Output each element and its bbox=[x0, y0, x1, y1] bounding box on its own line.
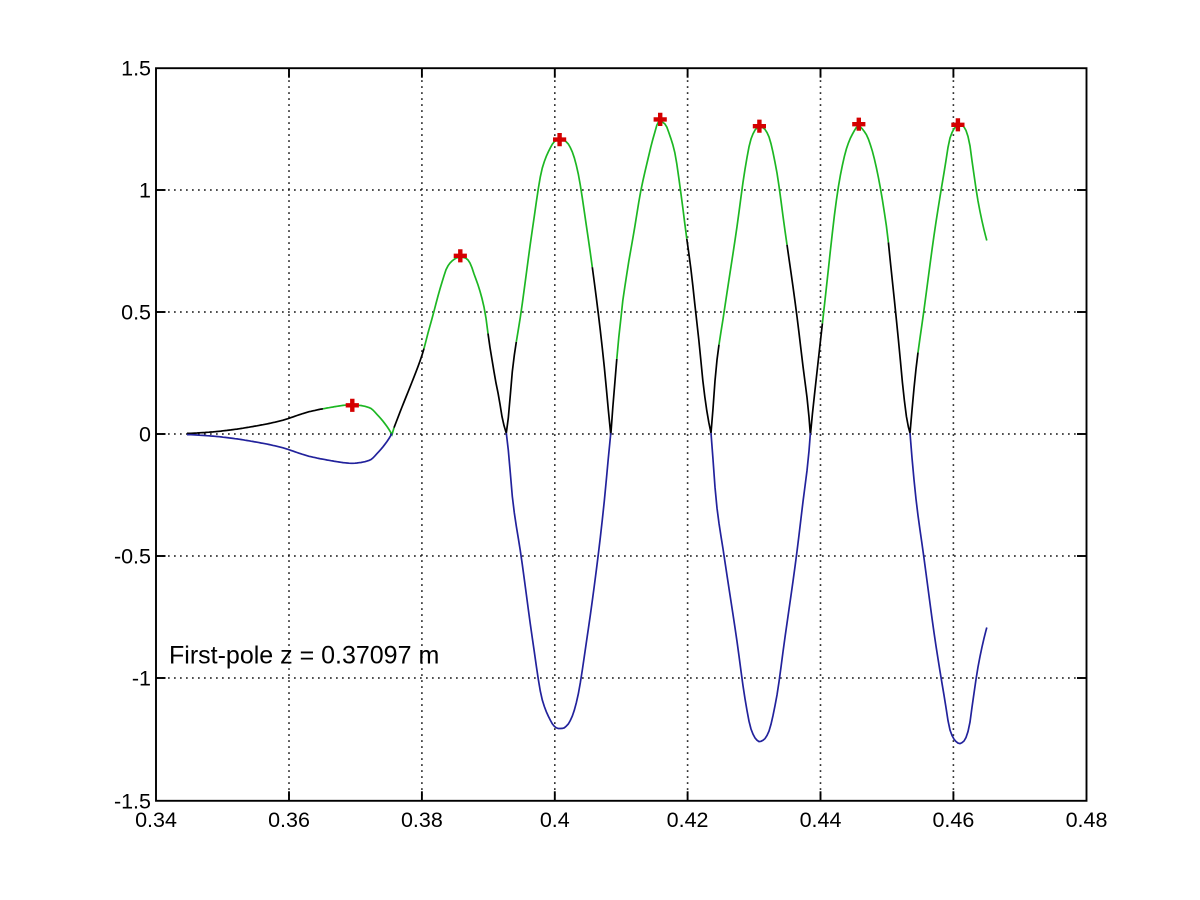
svg-text:1: 1 bbox=[139, 179, 151, 203]
svg-text:0.38: 0.38 bbox=[401, 808, 443, 832]
svg-text:First-pole z = 0.37097 m: First-pole z = 0.37097 m bbox=[169, 642, 439, 670]
svg-text:-0.5: -0.5 bbox=[114, 545, 151, 569]
svg-text:-1: -1 bbox=[132, 667, 151, 691]
svg-text:0.5: 0.5 bbox=[121, 301, 151, 325]
svg-text:0.46: 0.46 bbox=[932, 808, 974, 832]
svg-text:-1.5: -1.5 bbox=[114, 789, 151, 813]
svg-text:0.42: 0.42 bbox=[667, 808, 709, 832]
svg-text:0.36: 0.36 bbox=[268, 808, 310, 832]
svg-text:0.44: 0.44 bbox=[800, 808, 842, 832]
svg-text:0.48: 0.48 bbox=[1066, 808, 1108, 832]
svg-text:0.4: 0.4 bbox=[540, 808, 570, 832]
svg-text:1.5: 1.5 bbox=[121, 57, 151, 81]
svg-text:0: 0 bbox=[139, 423, 151, 447]
svg-text:0.34: 0.34 bbox=[135, 808, 177, 832]
